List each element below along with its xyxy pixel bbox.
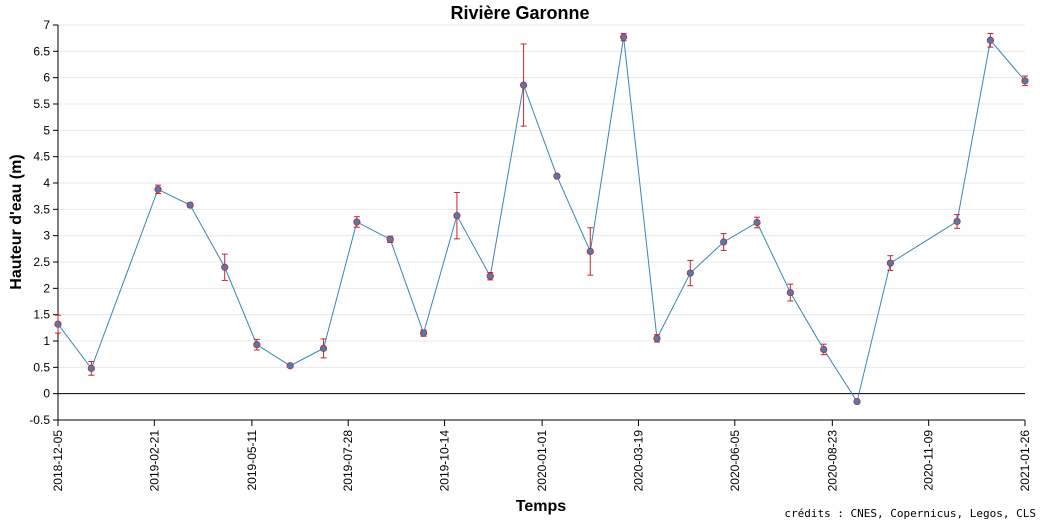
y-tick-label: 3 <box>43 229 50 243</box>
x-tick-label: 2019-10-14 <box>438 430 452 492</box>
point <box>319 344 328 352</box>
point <box>986 36 995 44</box>
y-tick-label: 7 <box>43 18 50 32</box>
point <box>353 218 361 226</box>
point <box>653 334 661 342</box>
y-tick-label: 5.5 <box>33 97 50 111</box>
y-tick-label: 1 <box>43 334 50 348</box>
point <box>620 33 628 41</box>
y-tick-label: 5 <box>43 123 50 137</box>
point <box>486 272 494 280</box>
point <box>753 218 761 227</box>
point <box>186 201 194 209</box>
point <box>87 364 95 372</box>
point <box>286 362 294 370</box>
point <box>720 238 728 246</box>
y-tick-label: 0.5 <box>33 360 50 374</box>
x-tick-label: 2021-01-26 <box>1018 430 1032 492</box>
x-tick-label: 2020-08-23 <box>825 430 839 492</box>
point <box>221 263 229 271</box>
credits: crédits : CNES, Copernicus, Legos, CLS <box>784 507 1036 520</box>
x-axis-label: Temps <box>516 498 566 515</box>
x-tick-label: 2020-01-01 <box>535 430 549 492</box>
point <box>886 259 894 267</box>
y-tick-label: 0 <box>43 387 50 401</box>
x-tick-label: 2020-06-05 <box>728 430 742 492</box>
y-tick-label: 2 <box>43 281 50 295</box>
x-tick-label: 2018-12-05 <box>51 430 65 492</box>
y-tick-label: 3.5 <box>33 202 50 216</box>
point <box>820 345 828 354</box>
y-tick-label: 2.5 <box>33 255 50 269</box>
x-tick-label: 2019-02-21 <box>147 430 161 492</box>
point <box>54 320 62 328</box>
point <box>953 217 961 226</box>
y-tick-label: 4 <box>43 176 50 190</box>
chart-title: Rivière Garonne <box>450 3 589 23</box>
point <box>553 172 561 180</box>
point <box>686 269 694 277</box>
point <box>253 341 261 349</box>
point <box>386 235 394 243</box>
x-tick-label: 2020-11-09 <box>922 430 936 491</box>
x-tick-label: 2019-07-28 <box>341 430 355 492</box>
y-tick-label: 6 <box>43 71 50 85</box>
point <box>853 397 861 406</box>
point <box>519 81 528 89</box>
point <box>453 212 461 220</box>
point <box>419 329 428 337</box>
point <box>786 288 794 297</box>
y-axis-label: Hauteur d'eau (m) <box>8 154 25 289</box>
y-tick-label: 6.5 <box>33 44 50 58</box>
y-tick-label: 1.5 <box>33 308 50 322</box>
series-line <box>57 37 1026 403</box>
y-tick-label: -0.5 <box>29 413 50 427</box>
y-tick-label: 4.5 <box>33 150 50 164</box>
point <box>586 247 594 256</box>
point <box>154 185 162 193</box>
x-tick-label: 2019-05-11 <box>245 430 259 491</box>
point <box>1021 77 1029 85</box>
x-tick-label: 2020-03-19 <box>631 430 645 492</box>
